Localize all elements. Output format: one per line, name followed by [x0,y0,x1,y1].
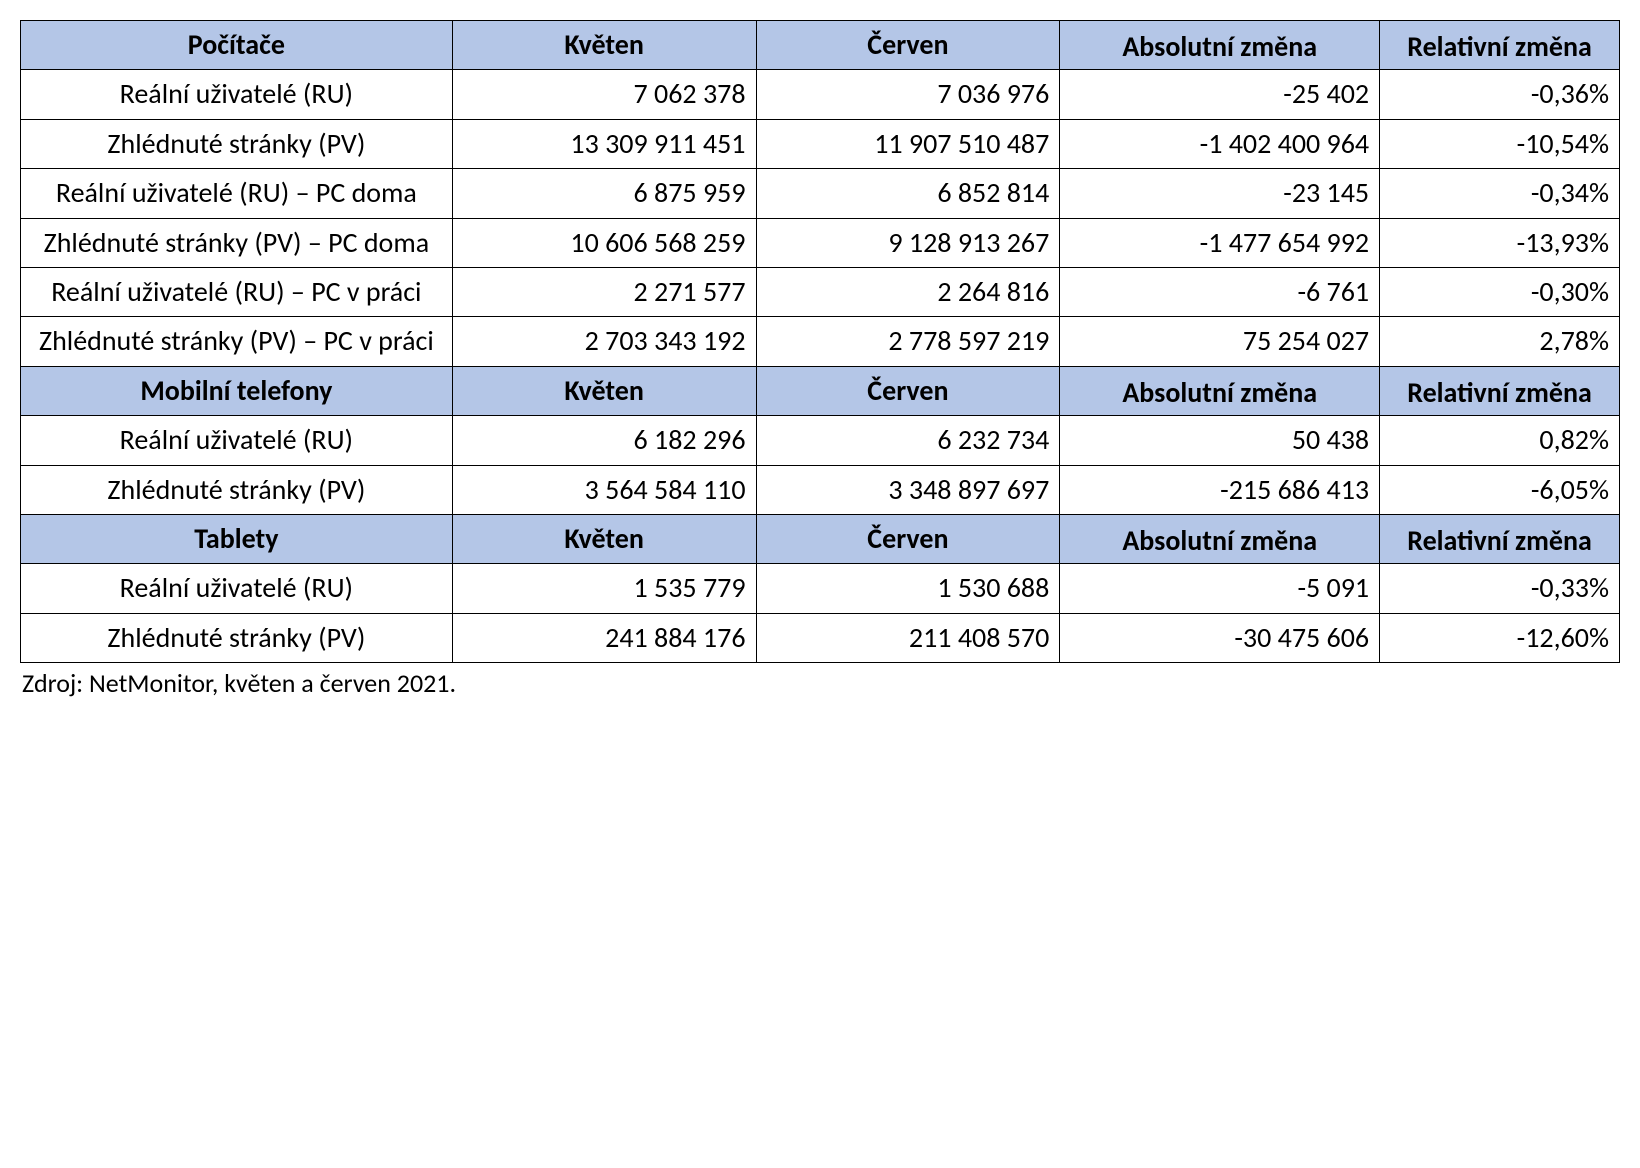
section-title: Počítače [21,21,453,70]
cell-abs: -6 761 [1060,267,1380,316]
cell-rel: 2,78% [1380,317,1620,366]
cell-may: 1 535 779 [452,564,756,613]
cell-abs: -25 402 [1060,70,1380,119]
col-jun-header: Červen [756,514,1060,563]
row-label: Reální uživatelé (RU) [21,416,453,465]
cell-abs: -215 686 413 [1060,465,1380,514]
section-title: Mobilní telefony [21,366,453,415]
row-label: Zhlédnuté stránky (PV) [21,465,453,514]
row-label: Reální uživatelé (RU) – PC v práci [21,267,453,316]
cell-abs: 75 254 027 [1060,317,1380,366]
col-rel-header: Relativní změna [1380,366,1620,415]
section-title: Tablety [21,514,453,563]
row-label: Reální uživatelé (RU) – PC doma [21,169,453,218]
cell-rel: -0,36% [1380,70,1620,119]
col-abs-header: Absolutní změna [1060,21,1380,70]
cell-abs: -23 145 [1060,169,1380,218]
col-may-header: Květen [452,366,756,415]
section-header: Tablety Květen Červen Absolutní změna Re… [21,514,1620,563]
section-header: Mobilní telefony Květen Červen Absolutní… [21,366,1620,415]
row-label: Reální uživatelé (RU) [21,70,453,119]
cell-jun: 9 128 913 267 [756,218,1060,267]
table-row: Zhlédnuté stránky (PV) – PC doma 10 606 … [21,218,1620,267]
cell-rel: -6,05% [1380,465,1620,514]
cell-rel: 0,82% [1380,416,1620,465]
row-label: Zhlédnuté stránky (PV) – PC v práci [21,317,453,366]
col-jun-header: Červen [756,21,1060,70]
cell-may: 6 875 959 [452,169,756,218]
cell-abs: -1 477 654 992 [1060,218,1380,267]
stats-table: Počítače Květen Červen Absolutní změna R… [20,20,1620,663]
cell-jun: 211 408 570 [756,613,1060,662]
cell-may: 13 309 911 451 [452,119,756,168]
cell-jun: 2 264 816 [756,267,1060,316]
row-label: Zhlédnuté stránky (PV) [21,119,453,168]
table-row: Reální uživatelé (RU) – PC v práci 2 271… [21,267,1620,316]
col-may-header: Květen [452,514,756,563]
cell-rel: -0,30% [1380,267,1620,316]
table-row: Zhlédnuté stránky (PV) 241 884 176 211 4… [21,613,1620,662]
cell-may: 3 564 584 110 [452,465,756,514]
cell-abs: -30 475 606 [1060,613,1380,662]
row-label: Zhlédnuté stránky (PV) – PC doma [21,218,453,267]
table-row: Reální uživatelé (RU) 1 535 779 1 530 68… [21,564,1620,613]
col-rel-header: Relativní změna [1380,514,1620,563]
cell-may: 7 062 378 [452,70,756,119]
cell-jun: 11 907 510 487 [756,119,1060,168]
cell-rel: -13,93% [1380,218,1620,267]
cell-rel: -12,60% [1380,613,1620,662]
table-row: Reální uživatelé (RU) – PC doma 6 875 95… [21,169,1620,218]
cell-rel: -0,34% [1380,169,1620,218]
cell-may: 241 884 176 [452,613,756,662]
section-header: Počítače Květen Červen Absolutní změna R… [21,21,1620,70]
cell-jun: 1 530 688 [756,564,1060,613]
cell-may: 6 182 296 [452,416,756,465]
table-row: Zhlédnuté stránky (PV) 3 564 584 110 3 3… [21,465,1620,514]
cell-rel: -0,33% [1380,564,1620,613]
cell-abs: 50 438 [1060,416,1380,465]
table-row: Zhlédnuté stránky (PV) – PC v práci 2 70… [21,317,1620,366]
cell-jun: 6 852 814 [756,169,1060,218]
col-abs-header: Absolutní změna [1060,366,1380,415]
col-rel-header: Relativní změna [1380,21,1620,70]
row-label: Reální uživatelé (RU) [21,564,453,613]
cell-rel: -10,54% [1380,119,1620,168]
col-abs-header: Absolutní změna [1060,514,1380,563]
table-row: Zhlédnuté stránky (PV) 13 309 911 451 11… [21,119,1620,168]
cell-abs: -5 091 [1060,564,1380,613]
cell-jun: 3 348 897 697 [756,465,1060,514]
cell-may: 2 271 577 [452,267,756,316]
table-row: Reální uživatelé (RU) 6 182 296 6 232 73… [21,416,1620,465]
cell-may: 2 703 343 192 [452,317,756,366]
cell-jun: 7 036 976 [756,70,1060,119]
col-jun-header: Červen [756,366,1060,415]
col-may-header: Květen [452,21,756,70]
cell-may: 10 606 568 259 [452,218,756,267]
cell-jun: 6 232 734 [756,416,1060,465]
table-row: Reální uživatelé (RU) 7 062 378 7 036 97… [21,70,1620,119]
cell-abs: -1 402 400 964 [1060,119,1380,168]
cell-jun: 2 778 597 219 [756,317,1060,366]
row-label: Zhlédnuté stránky (PV) [21,613,453,662]
source-note: Zdroj: NetMonitor, květen a červen 2021. [20,667,1620,699]
